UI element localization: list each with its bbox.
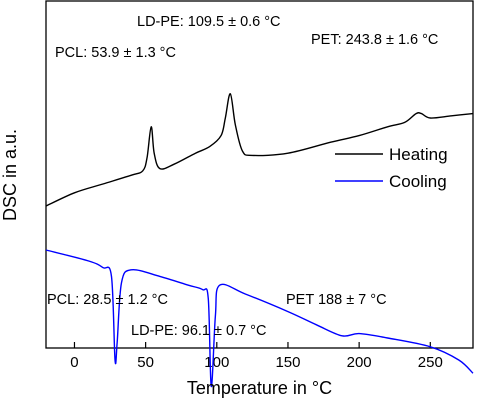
series-line-cooling	[45, 249, 474, 388]
plot-frame	[45, 0, 474, 349]
annotation-heating-pet: PET: 243.8 ± 1.6 °C	[311, 32, 438, 48]
x-tick-label: 200	[347, 354, 372, 371]
legend: Heating Cooling	[335, 145, 448, 191]
series-line-heating	[45, 93, 474, 207]
x-tick-label: 0	[70, 354, 78, 371]
annotation-cooling-ldpe: LD-PE: 96.1 ± 0.7 °C	[131, 323, 266, 339]
x-tick-label: 250	[418, 354, 443, 371]
annotation-cooling-pet: PET 188 ± 7 °C	[286, 292, 387, 308]
x-tick-label: 100	[204, 354, 229, 371]
x-axis-label: Temperature in °C	[187, 378, 332, 398]
y-axis-label: DSC in a.u.	[0, 129, 20, 221]
annotation-cooling-pcl: PCL: 28.5 ± 1.2 °C	[47, 292, 168, 308]
x-tick-label: 50	[137, 354, 154, 371]
annotation-heating-pcl: PCL: 53.9 ± 1.3 °C	[55, 45, 176, 61]
legend-label-heating: Heating	[389, 145, 448, 164]
x-tick-label: 150	[275, 354, 300, 371]
x-axis-ticks: 0 50 100 150 200 250	[70, 342, 443, 371]
legend-label-cooling: Cooling	[389, 172, 447, 191]
curves	[45, 93, 474, 388]
annotation-heating-ldpe: LD-PE: 109.5 ± 0.6 °C	[137, 14, 281, 30]
